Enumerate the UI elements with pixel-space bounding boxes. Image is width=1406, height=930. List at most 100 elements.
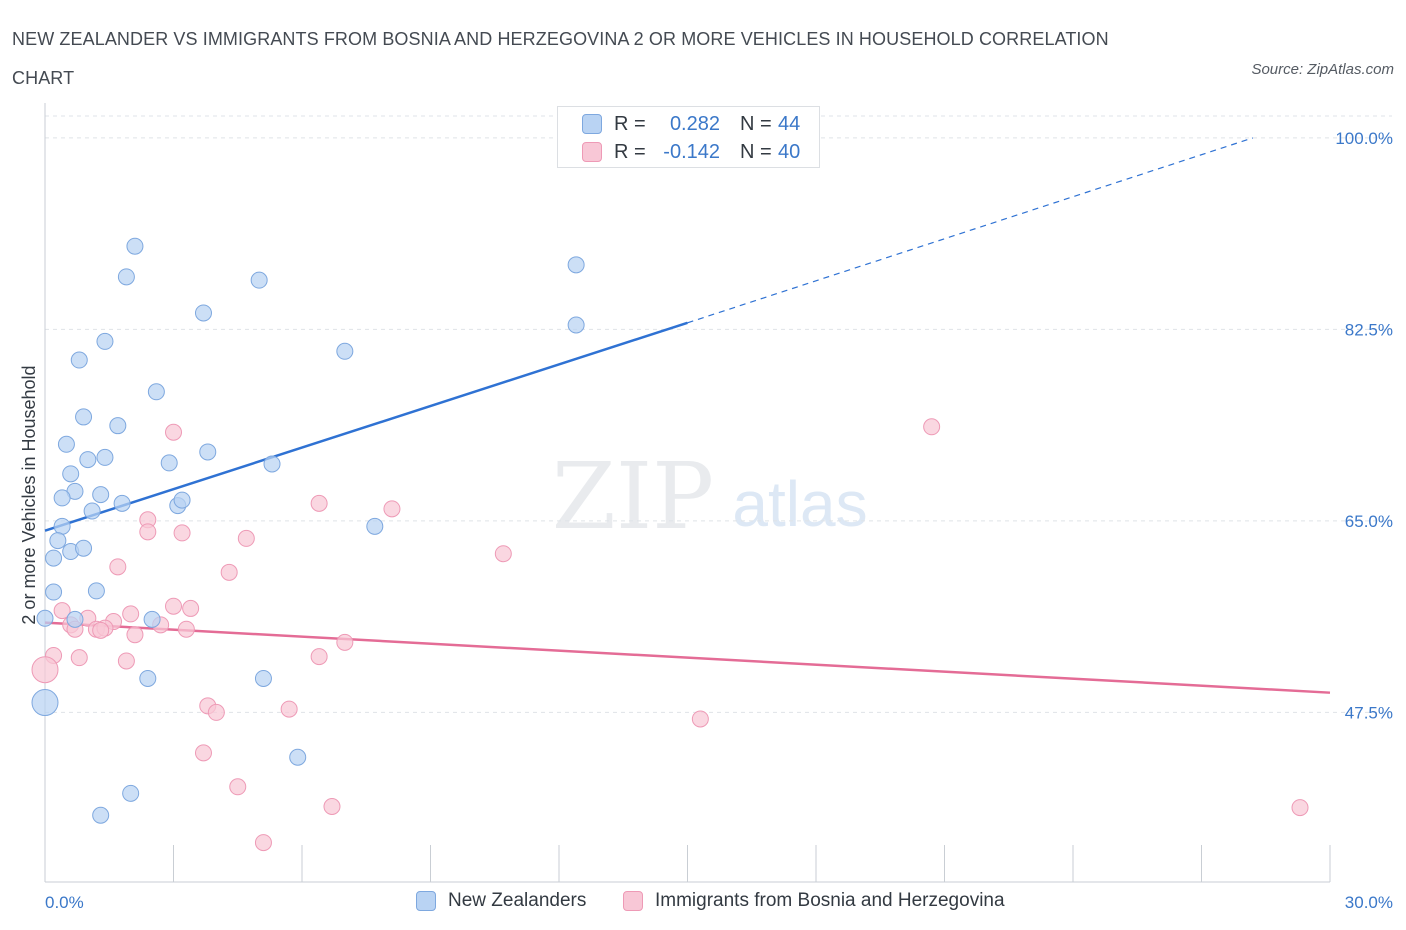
bosnia-point [122, 605, 140, 623]
bosnia-point [310, 494, 328, 512]
legend-swatch-blue [416, 891, 436, 911]
nz-point [143, 610, 161, 628]
bosnia-point [336, 633, 354, 651]
watermark: ZIP atlas [552, 443, 868, 550]
bosnia-point [1291, 799, 1309, 817]
stats-n-value: 44 [778, 112, 801, 135]
nz-point [173, 491, 191, 509]
nz-point [160, 454, 178, 472]
stats-r-value: 0.282 [669, 112, 720, 135]
y-tick-label: 47.5% [1345, 703, 1393, 722]
nz-point [194, 304, 212, 322]
nz-point [36, 609, 54, 627]
bosnia-trend-line [44, 621, 1331, 694]
nz-point [83, 502, 101, 520]
nz-point [87, 582, 105, 600]
y-axis-label: 2 or more Vehicles in Household [19, 365, 39, 624]
nz-point [113, 494, 131, 512]
bosnia-point [165, 423, 182, 441]
nz-point [109, 417, 127, 435]
stats-r-label: R = [614, 140, 646, 163]
nz-point [199, 443, 217, 461]
bosnia-point [691, 710, 709, 728]
stats-legend: R = 0.282 N = 44 R = -0.142 N = 40 [557, 106, 820, 168]
legend-label: Immigrants from Bosnia and Herzegovina [655, 890, 1005, 911]
y-tick-label: 100.0% [1335, 129, 1393, 148]
nz-point [147, 383, 165, 401]
bosnia-point [194, 744, 212, 762]
bosnia-point [323, 797, 341, 815]
nz-point [45, 583, 63, 601]
source-label: Source: ZipAtlas.com [1251, 61, 1394, 78]
legend-item-bosnia[interactable]: Immigrants from Bosnia and Herzegovina [623, 890, 1005, 912]
nz-point [250, 271, 268, 289]
nz-trend-line [44, 321, 688, 532]
nz-point [57, 435, 75, 453]
legend-swatch-pink [623, 891, 643, 911]
bosnia-point [70, 649, 88, 667]
chart-legend: New Zealanders Immigrants from Bosnia an… [0, 886, 1406, 918]
bosnia-point [310, 648, 328, 666]
legend-label: New Zealanders [448, 890, 587, 911]
bosnia-point [165, 597, 182, 615]
nz-point [366, 517, 384, 535]
bosnia-point [923, 418, 941, 436]
nz-point [75, 408, 93, 426]
y-tick-label: 82.5% [1345, 320, 1393, 339]
bosnia-point [383, 500, 401, 518]
nz-point [79, 451, 97, 469]
stats-r-label: R = [614, 112, 646, 135]
bosnia-point [220, 563, 238, 581]
nz-point [289, 748, 307, 766]
bosnia-point [173, 524, 191, 542]
y-tick-label: 65.0% [1345, 512, 1393, 531]
nz-point [92, 806, 110, 824]
bosnia-point [229, 778, 247, 796]
nz-point [96, 332, 114, 350]
nz-point [96, 448, 114, 466]
nz-point [62, 465, 80, 483]
stats-n-label: N = [740, 140, 772, 163]
nz-point [31, 689, 59, 717]
bosnia-point [177, 620, 195, 638]
bosnia-point [31, 656, 59, 684]
stats-swatch-pink [582, 142, 602, 162]
x-tick-label-end: 30.0% [1345, 893, 1393, 912]
x-tick-label-start: 0.0% [45, 893, 84, 912]
nz-point [122, 784, 140, 802]
bosnia-point [92, 621, 110, 639]
bosnia-point [53, 602, 71, 620]
nz-point [263, 455, 281, 473]
bosnia-point [237, 529, 255, 547]
nz-point [254, 669, 272, 687]
bosnia-point [254, 834, 272, 852]
bosnia-point [117, 652, 135, 670]
bosnia-point [139, 523, 157, 541]
nz-point [45, 549, 63, 567]
nz-point [92, 486, 110, 504]
bosnia-point [494, 545, 512, 563]
bosnia-point [280, 700, 298, 718]
watermark-atlas: atlas [732, 468, 867, 540]
nz-point [117, 268, 135, 286]
bosnia-point [207, 703, 225, 721]
nz-point [567, 256, 585, 274]
nz-point [139, 669, 157, 687]
bosnia-point [109, 558, 127, 576]
nz-trend-extension [687, 137, 1254, 324]
nz-point [126, 237, 144, 255]
nz-point [70, 351, 88, 369]
nz-point [336, 342, 354, 360]
bosnia-point [182, 599, 200, 617]
stats-swatch-blue [582, 114, 602, 134]
stats-r-value: -0.142 [663, 140, 720, 163]
nz-point [53, 489, 71, 507]
stats-n-label: N = [740, 112, 772, 135]
legend-item-new-zealanders[interactable]: New Zealanders [416, 890, 586, 912]
nz-point [75, 539, 93, 557]
stats-row-new-zealanders: R = 0.282 N = 44 [582, 110, 800, 138]
bosnia-point [126, 626, 144, 644]
nz-point [49, 532, 67, 550]
nz-point [567, 316, 585, 334]
